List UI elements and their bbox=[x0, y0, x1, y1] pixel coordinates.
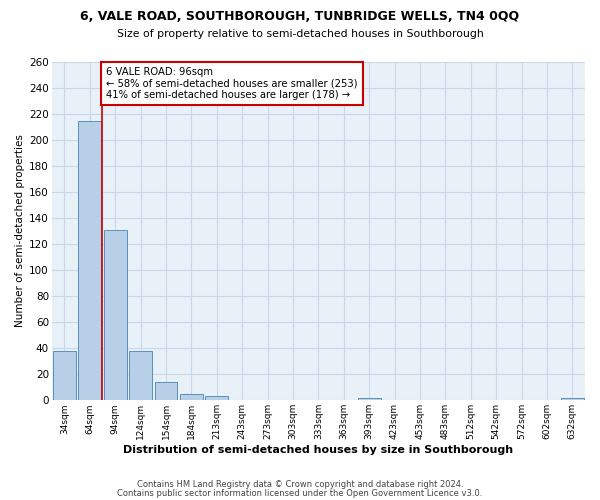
Bar bbox=[129, 351, 152, 401]
Text: 6 VALE ROAD: 96sqm
← 58% of semi-detached houses are smaller (253)
41% of semi-d: 6 VALE ROAD: 96sqm ← 58% of semi-detache… bbox=[106, 66, 358, 100]
Bar bbox=[53, 351, 76, 401]
Text: Contains HM Land Registry data © Crown copyright and database right 2024.: Contains HM Land Registry data © Crown c… bbox=[137, 480, 463, 489]
Text: Contains public sector information licensed under the Open Government Licence v3: Contains public sector information licen… bbox=[118, 488, 482, 498]
Bar bbox=[561, 398, 584, 400]
X-axis label: Distribution of semi-detached houses by size in Southborough: Distribution of semi-detached houses by … bbox=[123, 445, 514, 455]
Bar bbox=[358, 398, 380, 400]
Text: Size of property relative to semi-detached houses in Southborough: Size of property relative to semi-detach… bbox=[116, 29, 484, 39]
Text: 6, VALE ROAD, SOUTHBOROUGH, TUNBRIDGE WELLS, TN4 0QQ: 6, VALE ROAD, SOUTHBOROUGH, TUNBRIDGE WE… bbox=[80, 10, 520, 23]
Y-axis label: Number of semi-detached properties: Number of semi-detached properties bbox=[15, 134, 25, 328]
Bar bbox=[180, 394, 203, 400]
Bar bbox=[79, 122, 101, 400]
Bar bbox=[205, 396, 228, 400]
Bar bbox=[104, 230, 127, 400]
Bar bbox=[155, 382, 178, 400]
